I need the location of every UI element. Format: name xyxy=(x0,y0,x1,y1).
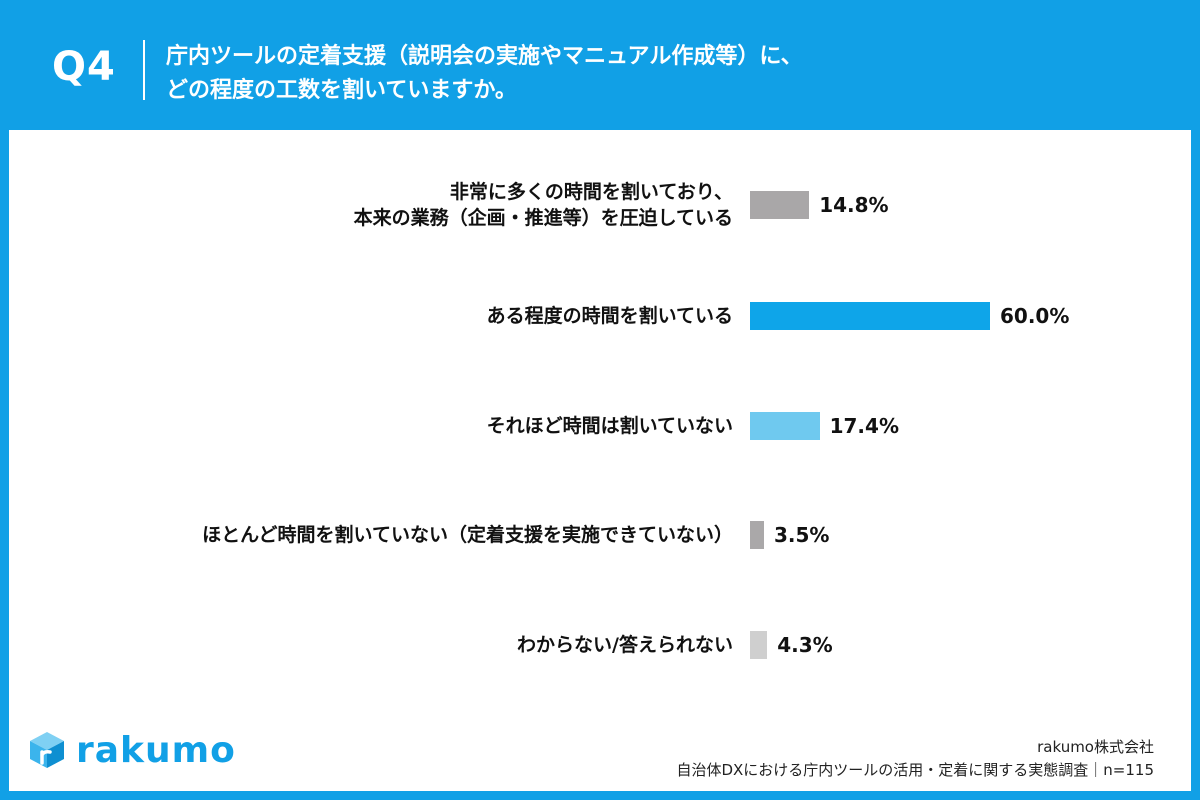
value-label: 4.3% xyxy=(777,633,833,657)
chart-panel: 非常に多くの時間を割いており、本来の業務（企画・推進等）を圧迫している 14.8%… xyxy=(9,130,1191,791)
bar xyxy=(750,412,820,440)
header: Q4 庁内ツールの定着支援（説明会の実施やマニュアル作成等）に、 どの程度の工数… xyxy=(0,0,1200,130)
category-label: ほとんど時間を割いていない（定着支援を実施できていない） xyxy=(33,522,733,548)
category-label-line: 本来の業務（企画・推進等）を圧迫している xyxy=(353,207,733,229)
category-label: 非常に多くの時間を割いており、本来の業務（企画・推進等）を圧迫している xyxy=(33,179,733,231)
category-label-line: それほど時間は割いていない xyxy=(486,415,733,437)
value-label: 3.5% xyxy=(774,523,830,547)
question-text: 庁内ツールの定着支援（説明会の実施やマニュアル作成等）に、 どの程度の工数を割い… xyxy=(166,40,1166,108)
question-line-1: 庁内ツールの定着支援（説明会の実施やマニュアル作成等）に、 xyxy=(166,44,803,69)
value-label: 60.0% xyxy=(1000,304,1070,328)
category-label: それほど時間は割いていない xyxy=(33,413,733,439)
bar xyxy=(750,521,764,549)
bar xyxy=(750,631,768,659)
category-label-line: わからない/答えられない xyxy=(517,634,733,656)
bar xyxy=(750,302,990,330)
category-label-line: ほとんど時間を割いていない（定着支援を実施できていない） xyxy=(202,524,733,546)
header-divider xyxy=(143,40,145,100)
footer-company: rakumo株式会社 xyxy=(1037,738,1154,756)
footer-survey: 自治体DXにおける庁内ツールの活用・定着に関する実態調査｜n=115 xyxy=(676,761,1154,779)
question-line-2: どの程度の工数を割いていますか。 xyxy=(166,78,517,103)
rakumo-logo: rakumo xyxy=(28,728,236,772)
bar xyxy=(750,191,810,219)
question-number: Q4 xyxy=(52,44,116,90)
footer: rakumo株式会社 自治体DXにおける庁内ツールの活用・定着に関する実態調査｜… xyxy=(676,736,1154,782)
logo-wordmark: rakumo xyxy=(76,729,236,771)
value-label: 14.8% xyxy=(819,193,889,217)
category-label-line: 非常に多くの時間を割いており、 xyxy=(449,181,733,203)
category-label: ある程度の時間を割いている xyxy=(33,303,733,329)
category-label-line: ある程度の時間を割いている xyxy=(486,305,733,327)
value-label: 17.4% xyxy=(829,414,899,438)
category-label: わからない/答えられない xyxy=(33,632,733,658)
cube-logo-icon xyxy=(30,732,64,768)
